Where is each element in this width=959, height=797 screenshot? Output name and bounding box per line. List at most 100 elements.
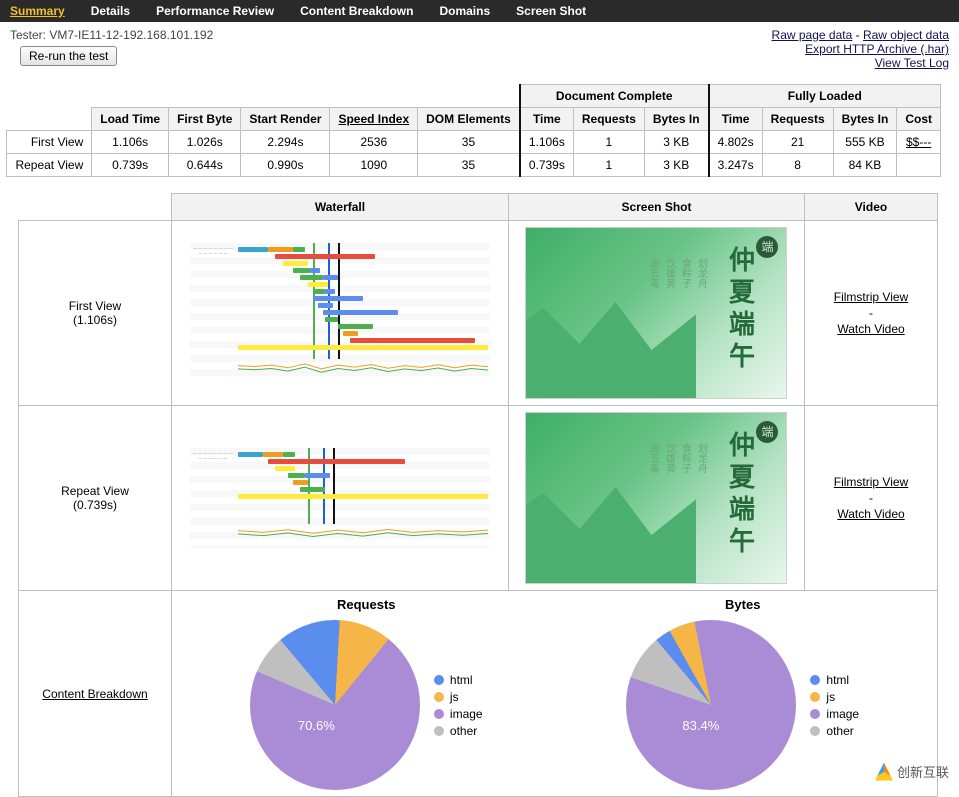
filmstrip-view-link[interactable]: Filmstrip View [811, 475, 931, 489]
top-nav: Summary Details Performance Review Content … [0, 0, 959, 22]
legend-swatch-icon [434, 692, 444, 702]
waterfall-cell[interactable]: — — — — — — — — — — — — — — [172, 221, 509, 406]
pie-percent-label: 83.4% [682, 718, 719, 733]
speed-index-link[interactable]: Speed Index [338, 112, 409, 126]
rerun-button[interactable]: Re-run the test [20, 46, 117, 66]
metric-cell: 4.802s [709, 131, 763, 154]
pie-percent-label: 70.6% [298, 718, 335, 733]
metric-col: Time [709, 108, 763, 131]
watch-video-link[interactable]: Watch Video [811, 507, 931, 521]
metric-col: Bytes In [644, 108, 708, 131]
metric-col: Time [520, 108, 574, 131]
metric-cell: 1.106s [520, 131, 574, 154]
doc-complete-header: Document Complete [520, 85, 709, 108]
legend-swatch-icon [434, 726, 444, 736]
metric-col: Speed Index [330, 108, 418, 131]
metric-cell: 555 KB [833, 131, 897, 154]
metric-col: Cost [897, 108, 941, 131]
tester-label: Tester: VM7-IE11-12-192.168.101.192 [10, 28, 213, 42]
waterfall-header: Waterfall [172, 194, 509, 221]
content-breakdown-link[interactable]: Content Breakdown [42, 687, 147, 701]
view-row-label: Repeat View(0.739s) [19, 406, 172, 591]
view-test-log-link[interactable]: View Test Log [875, 56, 949, 70]
fully-loaded-header: Fully Loaded [709, 85, 941, 108]
metric-cell: 1 [573, 154, 644, 177]
legend-swatch-icon [810, 675, 820, 685]
legend-item: other [434, 724, 483, 738]
metric-col: Load Time [92, 108, 169, 131]
metric-cell [897, 154, 941, 177]
filmstrip-view-link[interactable]: Filmstrip View [811, 290, 931, 304]
view-row-label: First View(1.106s) [19, 221, 172, 406]
metric-cell: 0.990s [241, 154, 330, 177]
legend-item: other [810, 724, 859, 738]
screenshot-header: Screen Shot [508, 194, 804, 221]
legend-swatch-icon [810, 692, 820, 702]
metric-cell: 3 KB [644, 131, 708, 154]
seal-icon: 端 [756, 421, 778, 443]
nav-domains[interactable]: Domains [439, 4, 490, 18]
metric-cell: 0.739s [520, 154, 574, 177]
metric-cell: 35 [418, 154, 520, 177]
legend-item: html [434, 673, 483, 687]
bytes-legend: htmljsimageother [810, 670, 859, 741]
nav-summary[interactable]: Summary [10, 4, 65, 18]
metric-col: Start Render [241, 108, 330, 131]
seal-icon: 端 [756, 236, 778, 258]
bytes-pie-title: Bytes [626, 597, 859, 612]
raw-object-data-link[interactable]: Raw object data [863, 28, 949, 42]
screenshot-cell[interactable]: 端仲夏端午划龙舟食粽子饮雄黄避五毒 [508, 406, 804, 591]
pies-cell: Requests 70.6% html js image other Bytes 83… [172, 591, 938, 797]
screenshot-cell[interactable]: 端仲夏端午划龙舟食粽子饮雄黄避五毒 [508, 221, 804, 406]
metric-cell: 35 [418, 131, 520, 154]
video-header: Video [805, 194, 938, 221]
legend-item: js [434, 690, 483, 704]
metric-cell: 21 [762, 131, 833, 154]
legend-swatch-icon [810, 726, 820, 736]
legend-item: image [810, 707, 859, 721]
nav-screen-shot[interactable]: Screen Shot [516, 4, 586, 18]
metric-col: DOM Elements [418, 108, 520, 131]
header-right-links: Raw page data - Raw object data Export H… [772, 28, 949, 70]
legend-swatch-icon [434, 709, 444, 719]
waterfall-cell[interactable]: — — — — — — — — — — — — — — [172, 406, 509, 591]
metric-col: Bytes In [833, 108, 897, 131]
bytes-pie: 83.4% [626, 620, 796, 790]
metric-cell: 8 [762, 154, 833, 177]
metric-cell: 3.247s [709, 154, 763, 177]
metric-col: Requests [762, 108, 833, 131]
video-cell: Filmstrip View-Watch Video [805, 406, 938, 591]
metric-cell: $$--- [897, 131, 941, 154]
metric-cell: 2536 [330, 131, 418, 154]
legend-item: js [810, 690, 859, 704]
watermark-logo-icon [875, 763, 893, 781]
metrics-table: Document Complete Fully Loaded Load Time… [6, 84, 941, 177]
nav-content-breakdown[interactable]: Content Breakdown [300, 4, 413, 18]
metric-col: Requests [573, 108, 644, 131]
requests-pie-title: Requests [250, 597, 483, 612]
legend-swatch-icon [810, 709, 820, 719]
metric-cell: 0.739s [92, 154, 169, 177]
legend-swatch-icon [434, 675, 444, 685]
nav-details[interactable]: Details [91, 4, 130, 18]
export-har-link[interactable]: Export HTTP Archive (.har) [805, 42, 949, 56]
metric-cell: 1090 [330, 154, 418, 177]
metric-cell: 0.644s [169, 154, 241, 177]
video-cell: Filmstrip View-Watch Video [805, 221, 938, 406]
requests-legend: html js image other [434, 670, 483, 741]
metric-col: First Byte [169, 108, 241, 131]
raw-page-data-link[interactable]: Raw page data [772, 28, 853, 42]
cost-link[interactable]: $$--- [906, 135, 931, 149]
views-table: Waterfall Screen Shot Video First View(1… [18, 193, 938, 797]
metric-cell: 1.106s [92, 131, 169, 154]
legend-item: image [434, 707, 483, 721]
header-row: Tester: VM7-IE11-12-192.168.101.192 Re-r… [0, 22, 959, 74]
metric-cell: 1.026s [169, 131, 241, 154]
watermark: 创新互联 [875, 762, 949, 781]
metric-row-label: First View [7, 131, 92, 154]
metric-cell: 3 KB [644, 154, 708, 177]
watch-video-link[interactable]: Watch Video [811, 322, 931, 336]
metric-cell: 2.294s [241, 131, 330, 154]
content-breakdown-cell: Content Breakdown [19, 591, 172, 797]
nav-performance-review[interactable]: Performance Review [156, 4, 274, 18]
